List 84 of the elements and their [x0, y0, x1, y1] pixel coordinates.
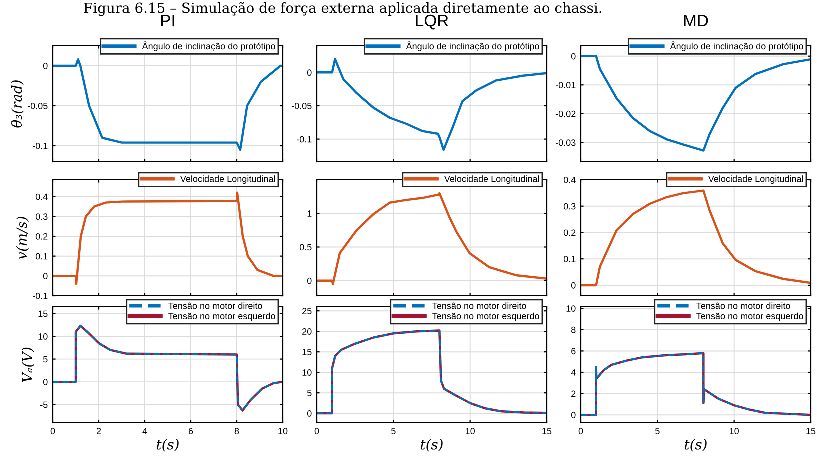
- y-tick-label: -0.05: [292, 102, 312, 110]
- legend-label: Tensão no motor esquerdo: [168, 312, 276, 322]
- legend-label: Velocidade Longitudinal: [180, 176, 276, 184]
- line-series: [581, 352, 811, 416]
- x-tick-label: 4: [142, 428, 148, 434]
- y-tick-label: -0.1: [32, 292, 48, 300]
- y-axis-title: v(m/s): [16, 217, 30, 260]
- y-tick-label: 0: [43, 62, 48, 70]
- x-tick-label: 15: [806, 428, 816, 434]
- y-tick-label: 0.2: [36, 233, 48, 240]
- x-axis-title: t(s): [420, 439, 443, 452]
- x-tick-label: 10: [730, 428, 739, 434]
- y-tick-label: 8: [572, 326, 576, 334]
- y-tick-label: 0.4: [36, 194, 48, 200]
- y-tick-label: -0.1: [32, 142, 48, 150]
- y-tick-label: 0: [571, 412, 576, 418]
- y-tick-label: 0: [307, 70, 312, 76]
- y-tick-label: 6: [572, 348, 576, 355]
- y-tick-label: -0.1: [296, 136, 312, 143]
- y-tick-label: 0: [43, 379, 48, 386]
- x-tick-label: 10: [466, 428, 475, 434]
- y-tick-label: -5: [40, 402, 48, 408]
- y-tick-label: 5: [43, 356, 48, 363]
- y-tick-label: 0: [307, 278, 312, 284]
- x-tick-label: 6: [188, 428, 194, 434]
- legend-label: Tensão no motor direito: [432, 302, 526, 310]
- legend-label: Tensão no motor esquerdo: [432, 312, 540, 322]
- y-tick-label: 1: [308, 210, 312, 217]
- y-tick-label: 0.1: [564, 256, 576, 262]
- y-tick-label: 0: [571, 53, 576, 60]
- y-tick-label: -0.01: [556, 82, 576, 89]
- y-tick-label: -0.05: [28, 102, 48, 110]
- y-tick-label: 0: [43, 273, 48, 280]
- legend-label: Velocidade Longitudinal: [708, 176, 804, 184]
- line-series: [53, 58, 283, 152]
- chart-title: PI: [161, 15, 174, 27]
- y-axis-title: Vₐ(V): [22, 348, 35, 382]
- legend-label: Velocidade Longitudinal: [444, 176, 540, 184]
- x-tick-label: 0: [314, 428, 320, 434]
- chart-title: MD: [684, 15, 708, 27]
- x-tick-label: 0: [578, 428, 584, 434]
- y-tick-label: 5: [307, 390, 312, 396]
- y-axis-title: θ₃(rad): [11, 80, 24, 128]
- y-tick-label: 0.3: [564, 203, 576, 210]
- chart-title: LQR: [416, 14, 448, 30]
- line-series: [581, 55, 811, 152]
- y-tick-label: 2: [572, 390, 576, 398]
- text: Figura 6.15 – Simulação de força externa aplicada diretamente ao chassi.: [84, 2, 602, 16]
- y-tick-label: 15: [38, 310, 48, 318]
- x-tick-label: 5: [656, 428, 660, 434]
- y-tick-label: 20: [302, 328, 312, 335]
- legend-label: Tensão no motor direito: [696, 302, 790, 310]
- y-tick-label: 4: [571, 370, 576, 376]
- y-tick-label: 10: [302, 370, 312, 376]
- y-tick-label: 10: [566, 306, 576, 312]
- x-tick-label: 0: [50, 428, 56, 434]
- line-series: [317, 58, 547, 152]
- x-tick-label: 8: [234, 428, 240, 434]
- line-series: [53, 192, 283, 286]
- y-tick-label: 25: [302, 308, 312, 314]
- legend-label: Tensão no motor direito: [168, 302, 262, 310]
- y-tick-label: 0.4: [564, 176, 576, 184]
- y-tick-label: 0.5: [300, 244, 312, 251]
- legend-label: Ângulo de inclinação do protótipo: [670, 42, 804, 52]
- y-tick-label: -0.03: [556, 140, 576, 146]
- y-tick-label: -0.02: [556, 110, 576, 118]
- y-tick-label: 15: [302, 349, 312, 356]
- x-axis-title: t(s): [684, 439, 707, 452]
- x-tick-label: 5: [392, 428, 396, 434]
- y-tick-label: 0.3: [36, 214, 48, 220]
- x-axis-title: t(s): [156, 439, 179, 452]
- legend-label: Ângulo de inclinação do protótipo: [406, 42, 540, 52]
- x-tick-label: 2: [96, 428, 102, 434]
- y-tick-label: 0.1: [36, 253, 48, 260]
- x-tick-label: 15: [542, 428, 552, 434]
- y-tick-label: 0.2: [564, 230, 576, 236]
- y-tick-label: 0: [307, 410, 312, 417]
- y-tick-label: 0: [571, 282, 576, 289]
- line-series: [581, 190, 811, 287]
- x-tick-label: 10: [278, 428, 288, 434]
- legend-label: Ângulo de inclinação do protótipo: [142, 42, 276, 52]
- y-tick-label: 10: [38, 334, 48, 340]
- line-series: [317, 192, 547, 286]
- legend-label: Tensão no motor esquerdo: [696, 312, 804, 322]
